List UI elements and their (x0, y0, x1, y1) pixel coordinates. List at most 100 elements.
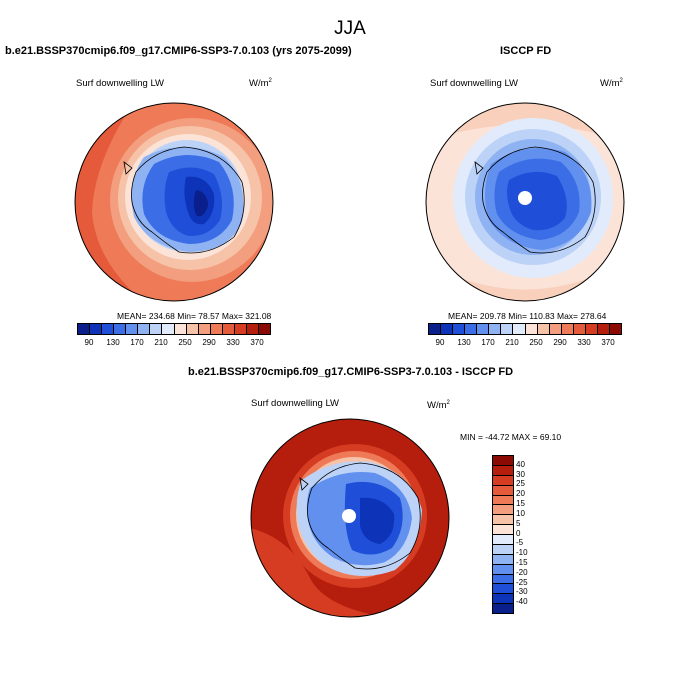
obs-stats: MEAN= 209.78 Min= 110.83 Max= 278.64 (448, 311, 607, 321)
model-polar-map (74, 102, 274, 302)
diff-colorbar-labels: 40 30 25 20 15 10 5 0 -5 -10 -15 -20 -25 -30 -40 (516, 455, 546, 612)
model-colorbar-tick-label: 170 (130, 338, 144, 347)
diff-colorbar-tick-label: -15 (516, 557, 528, 567)
obs-colorbar-tick-label: 370 (601, 338, 615, 347)
diff-colorbar-tick-label: -20 (516, 567, 528, 577)
diff-colorbar-tick-label: -25 (516, 577, 528, 587)
diff-variable-label: Surf downwelling LW (251, 398, 340, 409)
model-colorbar-tick-label: 210 (154, 338, 168, 347)
model-colorbar-labels: 90 130 170 210 250 290 330 370 (77, 338, 269, 350)
obs-colorbar-swatch (573, 324, 586, 334)
model-colorbar-tick-label: 130 (106, 338, 120, 347)
obs-colorbar-swatch (441, 324, 454, 334)
model-colorbar-swatch (222, 324, 235, 334)
model-colorbar-swatch (246, 324, 259, 334)
diff-colorbar-tick-label: 25 (516, 479, 525, 489)
obs-colorbar-swatch (489, 324, 502, 334)
diff-colorbar-tick-label: 30 (516, 469, 525, 479)
obs-colorbar-tick-label: 330 (577, 338, 591, 347)
obs-colorbar (428, 323, 622, 335)
diff-colorbar-tick-label: 40 (516, 459, 525, 469)
obs-units-label: W/m2 (600, 78, 623, 90)
diff-colorbar-tick-label: 10 (516, 508, 525, 518)
model-colorbar-tick-label: 370 (250, 338, 264, 347)
diff-colorbar-swatch (493, 604, 513, 613)
diff-colorbar (492, 455, 514, 614)
diff-colorbar-swatch (493, 544, 513, 555)
model-colorbar-swatch (114, 324, 127, 334)
model-colorbar-swatch (90, 324, 103, 334)
diff-colorbar-swatch (493, 495, 513, 506)
model-colorbar-tick-label: 250 (178, 338, 192, 347)
diff-colorbar-swatch (493, 505, 513, 516)
diff-colorbar-swatch (493, 525, 513, 535)
diff-panel-title: b.e21.BSSP370cmip6.f09_g17.CMIP6-SSP3-7.… (188, 366, 514, 378)
obs-colorbar-swatch (609, 324, 621, 334)
diff-colorbar-tick-label: -10 (516, 548, 528, 558)
model-variable-label: Surf downwelling LW (76, 78, 165, 89)
obs-colorbar-tick-label: 250 (529, 338, 543, 347)
diff-colorbar-swatch (493, 485, 513, 496)
diff-colorbar-tick-label: 20 (516, 489, 525, 499)
obs-colorbar-tick-label: 130 (457, 338, 471, 347)
obs-colorbar-tick-label: 170 (481, 338, 495, 347)
obs-colorbar-swatch (429, 324, 442, 334)
diff-colorbar-swatch (493, 465, 513, 476)
obs-colorbar-swatch (513, 324, 526, 334)
model-colorbar (77, 323, 271, 335)
obs-colorbar-swatch (501, 324, 514, 334)
model-units-label: W/m2 (249, 78, 272, 90)
diff-colorbar-tick-label: -5 (516, 538, 524, 548)
model-colorbar-tick-label: 330 (226, 338, 240, 347)
model-colorbar-swatch (198, 324, 211, 334)
model-colorbar-swatch (102, 324, 115, 334)
diff-colorbar-tick-label: -30 (516, 587, 528, 597)
model-colorbar-swatch (174, 324, 187, 334)
diff-colorbar-swatch (493, 594, 513, 605)
obs-polar-map (425, 102, 625, 302)
diff-colorbar-swatch (493, 456, 513, 466)
obs-colorbar-swatch (477, 324, 490, 334)
model-colorbar-swatch (138, 324, 151, 334)
season-title: JJA (334, 18, 366, 39)
diff-colorbar-swatch (493, 535, 513, 545)
diff-colorbar-tick-label: 15 (516, 499, 525, 509)
model-colorbar-swatch (150, 324, 163, 334)
diff-colorbar-swatch (493, 475, 513, 486)
diff-colorbar-tick-label: 5 (516, 518, 521, 528)
model-panel-title: b.e21.BSSP370cmip6.f09_g17.CMIP6-SSP3-7.… (5, 45, 352, 57)
obs-colorbar-tick-label: 290 (553, 338, 567, 347)
model-colorbar-swatch (186, 324, 199, 334)
diff-units-label: W/m2 (427, 400, 450, 412)
obs-colorbar-swatch (525, 324, 538, 334)
diff-colorbar-swatch (493, 564, 513, 575)
diff-colorbar-swatch (493, 584, 513, 595)
obs-colorbar-tick-label: 210 (505, 338, 519, 347)
obs-colorbar-swatch (453, 324, 466, 334)
obs-colorbar-swatch (597, 324, 610, 334)
model-colorbar-tick-label: 90 (84, 338, 94, 347)
obs-colorbar-swatch (537, 324, 550, 334)
model-colorbar-swatch (78, 324, 91, 334)
model-colorbar-tick-label: 290 (202, 338, 216, 347)
obs-panel-title: ISCCP FD (500, 45, 552, 57)
diff-colorbar-swatch (493, 554, 513, 565)
model-colorbar-swatch (210, 324, 223, 334)
obs-colorbar-swatch (549, 324, 562, 334)
obs-colorbar-swatch (561, 324, 574, 334)
obs-colorbar-swatch (465, 324, 478, 334)
diff-colorbar-swatch (493, 515, 513, 526)
obs-variable-label: Surf downwelling LW (430, 78, 519, 89)
model-colorbar-swatch (234, 324, 247, 334)
obs-colorbar-swatch (585, 324, 598, 334)
diff-colorbar-swatch (493, 574, 513, 585)
model-colorbar-swatch (126, 324, 139, 334)
model-stats: MEAN= 234.68 Min= 78.57 Max= 321.08 (117, 311, 272, 321)
diff-colorbar-tick-label: 0 (516, 528, 521, 538)
model-colorbar-swatch (258, 324, 270, 334)
diff-stats: MIN = -44.72 MAX = 69.10 (460, 432, 562, 442)
model-colorbar-swatch (162, 324, 175, 334)
obs-colorbar-labels: 90 130 170 210 250 290 330 370 (428, 338, 620, 350)
obs-colorbar-tick-label: 90 (435, 338, 445, 347)
diff-colorbar-tick-label: -40 (516, 597, 528, 607)
